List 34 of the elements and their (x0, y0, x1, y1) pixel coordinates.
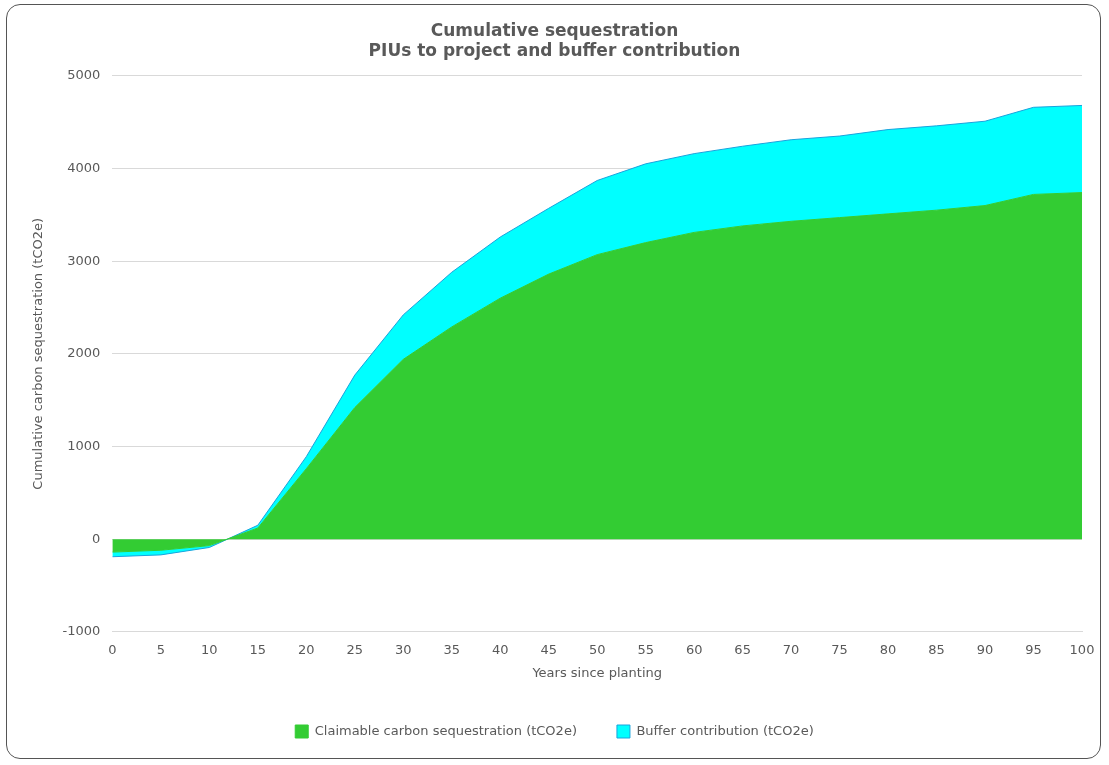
legend-label: Claimable carbon sequestration (tCO2e) (314, 722, 577, 738)
x-tick-label: 10 (201, 641, 218, 657)
x-tick-label: 25 (346, 641, 364, 657)
y-axis-title: Cumulative carbon sequestration (tCO2e) (30, 217, 46, 490)
x-tick-label: 95 (1025, 641, 1042, 657)
x-tick-label: 0 (108, 641, 117, 657)
chart-title: Cumulative sequestration (430, 19, 679, 40)
x-tick-label: 35 (443, 641, 461, 657)
x-tick-label: 40 (491, 641, 509, 657)
x-tick-label: 20 (298, 641, 315, 657)
x-tick-label: 50 (588, 641, 606, 657)
x-axis-title: Years since planting (531, 664, 662, 680)
x-tick-label: 90 (976, 641, 994, 657)
x-tick-label: 100 (1069, 641, 1095, 657)
legend-label: Buffer contribution (tCO2e) (636, 722, 814, 738)
chart-subtitle: PIUs to project and buffer contribution (368, 40, 741, 61)
y-tick-label: 5000 (67, 67, 101, 83)
x-tick-label: 45 (540, 641, 557, 657)
x-tick-label: 85 (928, 641, 945, 657)
y-tick-label: 1000 (67, 437, 101, 453)
x-tick-label: 60 (685, 641, 703, 657)
x-tick-label: 65 (734, 641, 751, 657)
y-tick-label: 4000 (67, 159, 101, 175)
y-tick-label: 3000 (67, 252, 101, 268)
x-tick-label: 70 (782, 641, 800, 657)
y-tick-label: 0 (92, 530, 101, 546)
y-tick-label: -1000 (62, 623, 101, 639)
y-tick-label: 2000 (67, 345, 101, 361)
x-tick-label: 75 (831, 641, 848, 657)
x-tick-label: 80 (879, 641, 897, 657)
x-tick-label: 5 (156, 641, 165, 657)
x-tick-label: 55 (637, 641, 654, 657)
x-tick-label: 30 (394, 641, 412, 657)
x-tick-label: 15 (249, 641, 267, 657)
